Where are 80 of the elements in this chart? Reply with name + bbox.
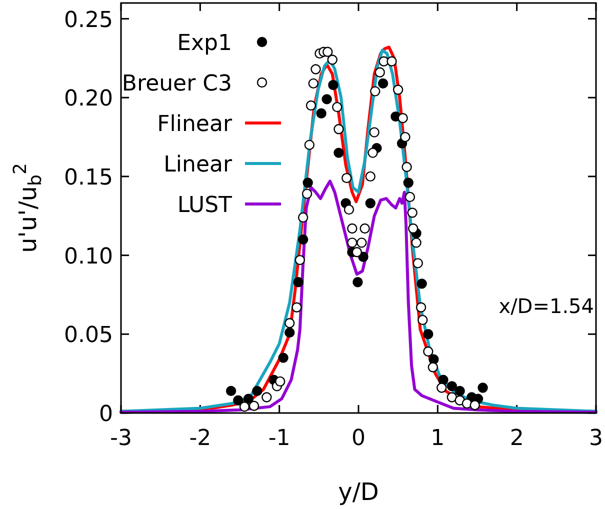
point (298, 234, 308, 245)
point (302, 178, 313, 188)
y-tick-label: 0.10 (64, 244, 113, 270)
point (418, 314, 428, 326)
y-tick-label: 0.25 (64, 8, 113, 33)
point (252, 386, 262, 396)
point (352, 247, 362, 258)
annotation: x/D=1.54 (498, 294, 594, 318)
point (275, 376, 286, 387)
point (386, 56, 397, 66)
point (248, 400, 260, 412)
point (294, 254, 306, 266)
x-tick-label: 2 (510, 426, 524, 451)
point (423, 329, 434, 340)
point (416, 278, 427, 289)
point (306, 100, 316, 111)
point (352, 277, 363, 288)
point (470, 400, 480, 410)
point (446, 381, 458, 392)
point (446, 392, 458, 402)
point (278, 352, 288, 363)
point (243, 394, 254, 404)
point (436, 382, 447, 393)
point (423, 346, 434, 357)
x-tick-label: -1 (268, 426, 290, 451)
point (334, 148, 344, 158)
point (293, 277, 304, 288)
point (378, 78, 388, 89)
point (322, 46, 333, 57)
point (365, 198, 376, 208)
legend-label: Linear (164, 152, 233, 178)
x-tick-label: 3 (589, 426, 603, 451)
legend-label: Exp1 (177, 31, 232, 56)
point (292, 302, 302, 312)
point (310, 64, 321, 74)
point (316, 108, 326, 118)
point (478, 382, 488, 393)
legend-label: LUST (177, 193, 233, 218)
point (462, 398, 472, 409)
point (233, 395, 244, 406)
x-axis-title: y/D (338, 478, 379, 506)
x-tick-label: 0 (352, 426, 366, 451)
point (328, 80, 338, 90)
x-tick-label: -2 (189, 426, 212, 451)
point (284, 327, 295, 338)
point (402, 162, 412, 172)
point (332, 102, 342, 112)
point (302, 188, 312, 199)
point (412, 258, 423, 268)
point (334, 124, 344, 134)
point (411, 238, 422, 248)
point (374, 67, 385, 78)
y-tick-label: 0.05 (64, 323, 113, 348)
point (407, 208, 418, 218)
point (226, 386, 236, 396)
point (428, 362, 438, 372)
y-tick-label: 0.15 (64, 165, 113, 190)
point (298, 212, 308, 223)
point (454, 386, 465, 396)
y-tick-label: 0 (99, 402, 113, 427)
point (403, 178, 414, 188)
x-tick-label: 1 (430, 426, 445, 451)
legend-label: Breuer C3 (122, 72, 232, 96)
point (327, 54, 338, 65)
point (239, 402, 250, 412)
point (304, 140, 315, 150)
point (392, 84, 404, 95)
point (404, 192, 416, 202)
point (398, 113, 408, 124)
point (368, 148, 378, 158)
point (370, 86, 380, 96)
point (322, 94, 332, 104)
point (400, 132, 410, 142)
point (342, 172, 352, 184)
point (284, 318, 295, 328)
point (416, 302, 426, 312)
legend-label: Flinear (157, 112, 233, 137)
x-tick-label: -3 (110, 426, 132, 451)
y-tick-label: 0.20 (64, 86, 113, 112)
point (408, 223, 418, 234)
